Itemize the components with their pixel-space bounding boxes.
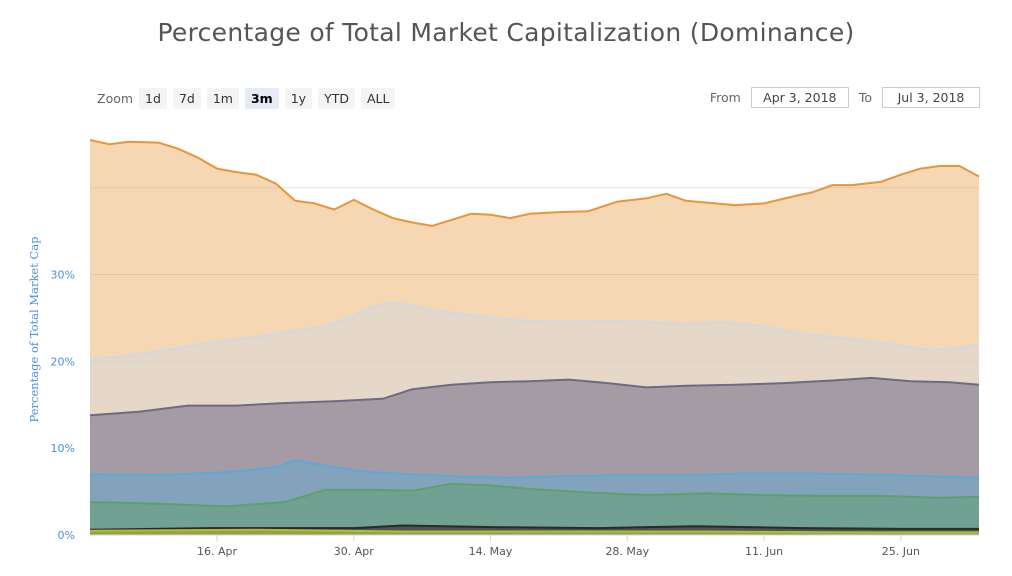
from-label: From [709,90,741,105]
x-tick-label: 25. Jun [882,545,920,558]
x-tick-label: 14. May [469,545,513,558]
to-label: To [858,90,872,105]
x-tick-label: 28. May [605,545,649,558]
zoom-button-3m[interactable]: 3m [244,88,279,109]
zoom-button-1d[interactable]: 1d [139,88,167,109]
zoom-button-ytd[interactable]: YTD [318,88,355,109]
series-line-5 [89,482,980,508]
y-axis-label: Percentage of Total Market Cap [27,236,41,422]
date-range: From Apr 3, 2018 To Jul 3, 2018 [710,87,980,108]
from-date-input[interactable]: Apr 3, 2018 [750,87,849,108]
zoom-button-7d[interactable]: 7d [172,88,201,109]
series-area-5 [90,483,979,535]
zoom-button-1m[interactable]: 1m [206,88,239,109]
series-line-4 [89,459,980,479]
to-date-input[interactable]: Jul 3, 2018 [882,87,980,108]
series-line-7 [89,528,979,534]
zoom-label: Zoom [97,91,134,106]
y-tick-label: 10% [51,442,75,455]
x-axis-ticks: 16. Apr 30. Apr 14. May 28. May 11. Jun 25. J… [197,535,920,558]
series-line-3 [89,376,980,417]
y-tick-label: 20% [51,355,75,368]
series-lines [89,139,980,534]
zoom-button-all[interactable]: ALL [360,88,396,109]
zoom-button-1y[interactable]: 1y [284,88,313,109]
x-tick-label: 30. Apr [334,545,374,558]
series-areas [90,140,979,535]
y-tick-label: 0% [58,529,75,542]
series-line-2 [89,300,980,361]
chart-title: Percentage of Total Market Capitalizatio… [157,18,855,47]
x-tick-label: 11. Jun [745,545,783,558]
x-tick-label: 16. Apr [197,545,237,558]
zoom-bar: Zoom 1d 7d 1m 3m 1y YTD ALL [97,88,401,109]
y-axis-ticks: 0% 10% 20% 30% [51,269,75,542]
y-tick-label: 30% [51,269,75,282]
series-line-6 [89,524,979,531]
series-line-1 [89,139,980,227]
